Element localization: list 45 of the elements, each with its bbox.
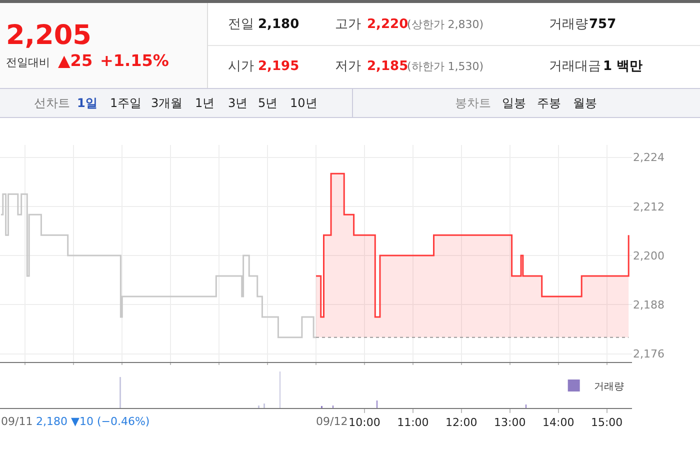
x-tick-label: 11:00 xyxy=(397,416,429,430)
x-tick-label: 10:00 xyxy=(348,416,380,430)
text: 전일 xyxy=(228,17,254,32)
text: 선차트 xyxy=(34,96,70,110)
text: 저가 xyxy=(335,59,361,74)
y-tick-label: 2,212 xyxy=(633,200,664,214)
text: 전일대비 xyxy=(6,56,50,69)
x-tick-label: 14:00 xyxy=(542,416,574,430)
text: 09/12 xyxy=(316,415,348,428)
text: 2,185 xyxy=(367,59,408,74)
text: 2,205 xyxy=(6,20,92,51)
text: 월봉 xyxy=(573,96,597,110)
text: 2,220 xyxy=(367,17,408,32)
text: 봉차트 xyxy=(455,96,491,110)
text: 거래대금 xyxy=(549,59,601,74)
text: 2,180 xyxy=(258,17,300,32)
text: 3개월 xyxy=(151,96,183,110)
text: 고가 xyxy=(335,17,361,32)
text: +1.15% xyxy=(100,51,169,70)
text: 3년 xyxy=(228,96,248,110)
legend-label: 거래량 xyxy=(594,381,624,392)
text: (하한가 1,530) xyxy=(407,60,484,73)
text: 757 xyxy=(589,17,616,32)
text: 5년 xyxy=(258,96,278,110)
y-tick-label: 2,200 xyxy=(633,249,664,262)
text: 거래량 xyxy=(549,17,588,32)
text: ▲25 xyxy=(58,51,93,70)
text: 1 백만 xyxy=(603,59,643,74)
x-tick-label: 12:00 xyxy=(446,416,478,430)
x-tick-label: 13:00 xyxy=(494,416,526,430)
text: 1주일 xyxy=(110,96,142,110)
text: 1년 xyxy=(195,96,215,110)
text: 10년 xyxy=(290,96,318,110)
y-tick-label: 2,188 xyxy=(633,298,664,312)
y-tick-label: 2,176 xyxy=(633,348,664,361)
text: 2,195 xyxy=(258,59,300,74)
y-tick-label: 2,224 xyxy=(633,151,664,164)
text: 2,180 ▼10 (−0.46%) xyxy=(36,415,150,428)
text: (상한가 2,830) xyxy=(407,18,484,31)
text: 09/11 xyxy=(1,415,33,428)
text: 주봉 xyxy=(537,96,561,110)
x-tick-label: 15:00 xyxy=(590,416,623,430)
text: 일봉 xyxy=(502,96,526,110)
text: 시가 xyxy=(228,59,254,74)
text: 1일 xyxy=(77,96,98,110)
